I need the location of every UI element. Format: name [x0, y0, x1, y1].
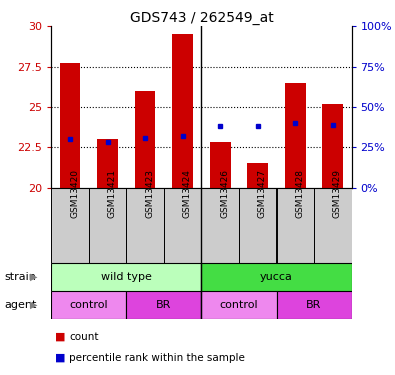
Bar: [172, 34, 193, 188]
Bar: [201, 291, 276, 319]
Text: BR: BR: [156, 300, 171, 310]
Bar: [97, 139, 118, 188]
Text: control: control: [70, 300, 108, 310]
Text: GSM13427: GSM13427: [258, 169, 267, 218]
Title: GDS743 / 262549_at: GDS743 / 262549_at: [130, 11, 273, 25]
Text: percentile rank within the sample: percentile rank within the sample: [69, 353, 245, 363]
Bar: [126, 291, 201, 319]
Bar: [239, 188, 276, 262]
Bar: [201, 262, 352, 291]
Text: GSM13420: GSM13420: [70, 169, 79, 218]
Text: GSM13423: GSM13423: [145, 169, 154, 218]
Text: agent: agent: [4, 300, 36, 310]
Text: ▶: ▶: [30, 272, 38, 282]
Bar: [126, 188, 164, 262]
Text: GSM13429: GSM13429: [333, 169, 342, 218]
Bar: [51, 291, 126, 319]
Text: ■: ■: [55, 353, 66, 363]
Bar: [60, 63, 81, 188]
Bar: [51, 188, 89, 262]
Bar: [135, 91, 156, 188]
Bar: [276, 291, 352, 319]
Text: count: count: [69, 332, 99, 342]
Text: ▶: ▶: [30, 300, 38, 310]
Bar: [322, 104, 343, 188]
Text: GSM13424: GSM13424: [182, 169, 192, 218]
Bar: [201, 188, 239, 262]
Text: GSM13426: GSM13426: [220, 169, 229, 218]
Bar: [89, 188, 126, 262]
Bar: [285, 83, 306, 188]
Text: yucca: yucca: [260, 272, 293, 282]
Bar: [164, 188, 201, 262]
Bar: [210, 142, 231, 188]
Text: control: control: [220, 300, 258, 310]
Text: ■: ■: [55, 332, 66, 342]
Text: wild type: wild type: [101, 272, 152, 282]
Text: BR: BR: [307, 300, 322, 310]
Bar: [276, 188, 314, 262]
Text: GSM13421: GSM13421: [107, 169, 117, 218]
Bar: [314, 188, 352, 262]
Text: GSM13428: GSM13428: [295, 169, 304, 218]
Bar: [247, 164, 268, 188]
Text: strain: strain: [4, 272, 36, 282]
Bar: [51, 262, 201, 291]
